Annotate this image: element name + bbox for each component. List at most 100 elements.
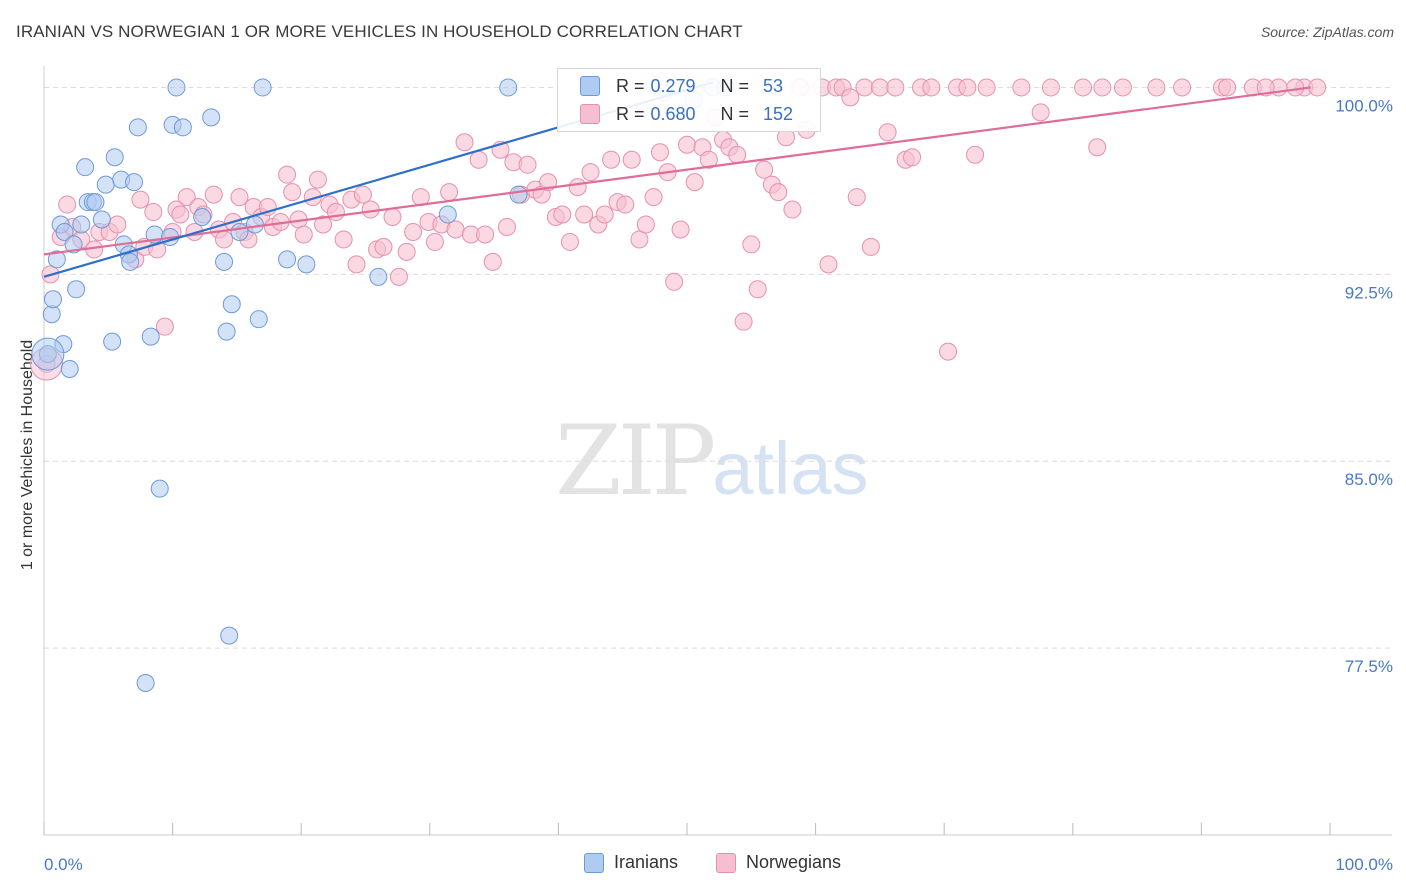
iranian-point <box>103 332 122 351</box>
iranian-point <box>64 235 83 254</box>
norwegian-point <box>1218 78 1237 97</box>
norwegian-point <box>841 88 860 107</box>
norwegian-point <box>347 255 366 274</box>
norwegian-point <box>742 235 761 254</box>
norwegian-point <box>678 135 696 154</box>
iranians-points <box>31 78 735 692</box>
iranian-point <box>44 290 63 309</box>
axes <box>43 66 1392 836</box>
norwegian-point <box>861 237 880 256</box>
norwegian-point <box>847 188 866 207</box>
iranians-legend-swatch <box>584 852 604 873</box>
norwegian-point <box>144 203 163 222</box>
norwegian-point <box>568 178 587 197</box>
norwegian-point <box>1113 78 1132 97</box>
norwegian-point <box>958 78 977 97</box>
norwegian-point <box>308 170 327 189</box>
iranian-point <box>278 250 297 269</box>
norwegian-point <box>483 252 502 271</box>
norwegian-point <box>476 225 495 244</box>
norwegian-point <box>595 205 614 224</box>
norwegian-point <box>326 203 345 222</box>
norwegian-point <box>278 165 297 184</box>
norwegian-point <box>1041 78 1060 97</box>
norwegian-point <box>353 185 372 204</box>
norwegian-point <box>855 78 874 97</box>
iranian-point <box>55 222 74 241</box>
norwegian-point <box>939 342 958 361</box>
norwegian-point <box>1093 78 1112 97</box>
norwegian-point <box>58 195 77 214</box>
watermark-zip: ZIP <box>555 405 716 517</box>
iranian-point <box>509 185 528 204</box>
norwegian-point <box>334 230 353 249</box>
norwegian-point <box>497 217 516 236</box>
iranian-point-large <box>31 337 65 371</box>
watermark: ZIPatlas <box>555 405 869 517</box>
y-tick-label: 92.5% <box>1345 283 1393 302</box>
iranian-point <box>230 222 249 241</box>
norwegian-point <box>650 143 669 162</box>
iranian-point <box>202 108 221 127</box>
iranian-point <box>92 210 111 229</box>
norwegian-point <box>783 200 802 219</box>
norwegian-point <box>728 145 747 164</box>
iranian-point <box>220 626 239 645</box>
gridlines <box>44 86 1392 649</box>
legend-item-iranians[interactable]: Iranians <box>584 852 678 873</box>
norwegian-point <box>204 185 223 204</box>
norwegian-point <box>622 150 641 169</box>
watermark-atlas: atlas <box>712 427 869 510</box>
norwegian-point <box>636 215 655 234</box>
norwegian-point <box>769 183 788 202</box>
iranians-r-label: R = <box>616 75 645 96</box>
iranian-point <box>125 173 144 192</box>
norwegian-point <box>518 155 537 174</box>
norwegian-point <box>389 267 408 286</box>
norwegian-point <box>230 188 249 207</box>
norwegian-point <box>560 232 579 251</box>
norwegian-point <box>155 317 174 336</box>
norwegians-r-value: 0.680 <box>650 103 696 124</box>
norwegian-point <box>1031 103 1050 122</box>
norwegian-point <box>1147 78 1166 97</box>
norwegian-point <box>870 78 889 97</box>
y-tick-label: 85.0% <box>1345 470 1393 489</box>
norwegian-point <box>819 255 838 274</box>
norwegian-point <box>671 220 690 239</box>
iranian-point <box>121 252 140 271</box>
norwegian-point <box>177 188 196 207</box>
norwegian-point <box>977 78 996 97</box>
iranian-point <box>215 252 234 271</box>
norwegians-legend-label: Norwegians <box>746 852 842 872</box>
x-tick-label-max: 100.0% <box>1335 855 1393 874</box>
norwegian-point <box>575 205 594 224</box>
iranian-point <box>253 78 272 97</box>
legend-row-iranians: R = 0.279 N = 53 <box>580 73 783 99</box>
iranian-point <box>245 215 264 234</box>
iranian-point <box>76 158 95 177</box>
norwegian-point <box>425 232 444 251</box>
iranian-point <box>105 148 124 167</box>
iranians-r-value: 0.279 <box>650 75 696 96</box>
norwegian-point <box>1074 78 1093 97</box>
iranian-point <box>67 280 86 299</box>
norwegian-point <box>1012 78 1031 97</box>
norwegians-n-value: 152 <box>763 103 794 124</box>
norwegians-r-label: R = <box>616 103 645 124</box>
norwegian-point <box>1286 78 1305 97</box>
norwegian-point <box>966 145 985 164</box>
norwegian-point <box>374 237 393 256</box>
iranian-point <box>128 118 147 137</box>
norwegian-point <box>1173 78 1192 97</box>
x-tick-label-min: 0.0% <box>44 855 83 874</box>
tick-labels: 77.5% 85.0% 92.5% 100.0% 0.0% 100.0% <box>44 96 1393 874</box>
legend-item-norwegians[interactable]: Norwegians <box>716 852 841 873</box>
iranians-legend-label: Iranians <box>614 852 679 872</box>
norwegian-point <box>446 220 465 239</box>
iranian-point <box>438 205 457 224</box>
iranians-swatch <box>580 76 600 96</box>
norwegian-point <box>903 148 922 167</box>
iranian-point <box>167 78 186 97</box>
